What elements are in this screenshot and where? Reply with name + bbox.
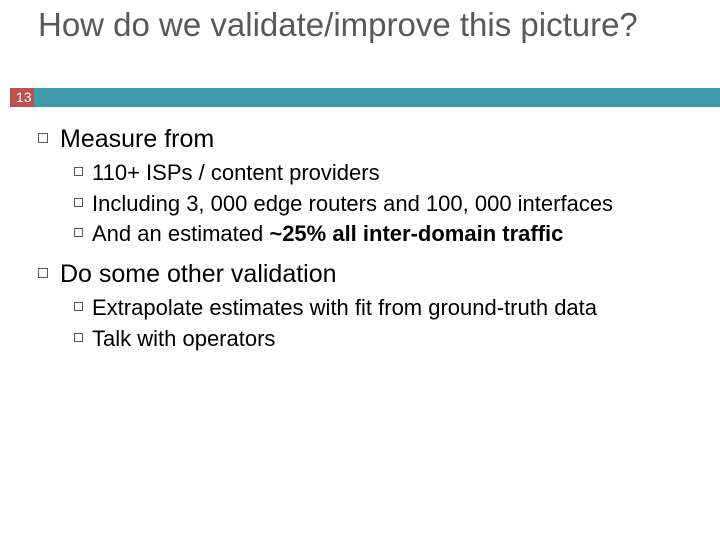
square-bullet-icon (74, 228, 83, 237)
square-bullet-icon (38, 268, 48, 278)
square-bullet-icon (74, 333, 83, 342)
list-item-text: And an estimated ~25% all inter-domain t… (92, 220, 563, 249)
list-item: Extrapolate estimates with fit from grou… (74, 294, 700, 323)
list-item-text: Extrapolate estimates with fit from grou… (92, 294, 597, 323)
slide: How do we validate/improve this picture?… (0, 0, 720, 540)
slide-content: Measure from 110+ ISPs / content provide… (38, 118, 700, 353)
list-item-text: Do some other validation (60, 259, 337, 290)
list-item-text: Talk with operators (92, 325, 275, 354)
list-item: And an estimated ~25% all inter-domain t… (74, 220, 700, 249)
list-item: 110+ ISPs / content providers (74, 159, 700, 188)
list-item: Including 3, 000 edge routers and 100, 0… (74, 190, 700, 219)
square-bullet-icon (38, 133, 48, 143)
square-bullet-icon (74, 302, 83, 311)
list-item: Measure from (38, 124, 700, 155)
list-item: Talk with operators (74, 325, 700, 354)
list-item-text: 110+ ISPs / content providers (92, 159, 380, 188)
square-bullet-icon (74, 167, 83, 176)
divider-bar (34, 88, 720, 107)
slide-title: How do we validate/improve this picture? (38, 6, 700, 44)
list-item: Do some other validation (38, 259, 700, 290)
list-item-text: Including 3, 000 edge routers and 100, 0… (92, 190, 613, 219)
list-item-text: Measure from (60, 124, 214, 155)
square-bullet-icon (74, 198, 83, 207)
